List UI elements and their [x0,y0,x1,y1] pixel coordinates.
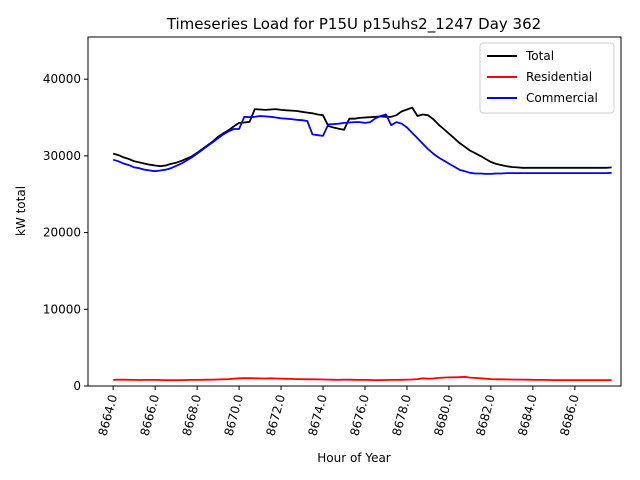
x-axis-label: Hour of Year [317,451,391,465]
legend: Total Residential Commercial [479,42,615,114]
series-line-residential [113,375,612,382]
legend-box [479,42,615,114]
y-tick-label: 40000 [43,72,81,86]
y-tick-label: 10000 [43,302,81,316]
chart-title: Timeseries Load for P15U p15uhs2_1247 Da… [166,15,541,34]
legend-label-residential: Residential [526,70,592,84]
legend-label-commercial: Commercial [526,91,598,105]
y-tick-label: 0 [73,379,81,393]
plot-frame [87,36,622,387]
y-axis: 0 10000 20000 30000 40000 [43,72,88,393]
y-tick-label: 30000 [43,149,81,163]
plot-area [87,36,622,387]
series-layer [112,106,612,382]
y-axis-label: kW total [14,186,28,236]
series-line-commercial [112,113,612,175]
y-tick-label: 20000 [43,226,81,240]
legend-label-total: Total [525,49,554,63]
